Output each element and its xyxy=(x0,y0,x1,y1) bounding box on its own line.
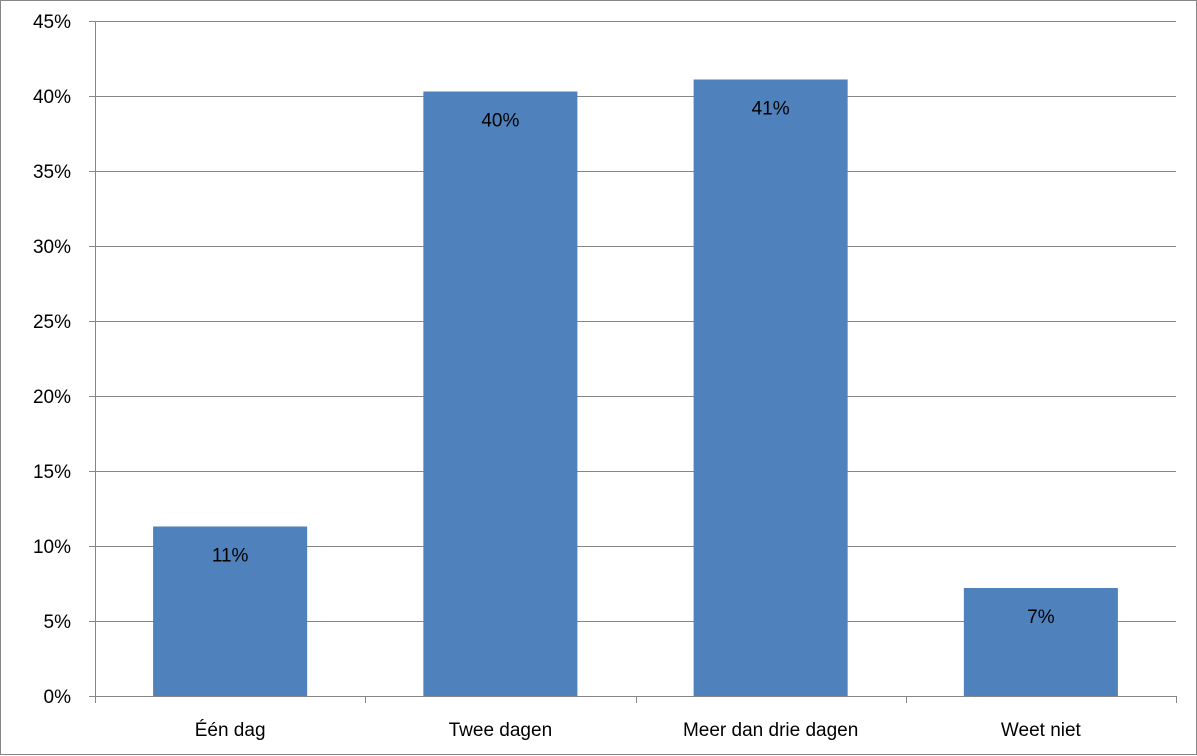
x-category-label: Twee dagen xyxy=(449,720,553,741)
y-tick-label: 20% xyxy=(33,387,71,408)
x-category-label: Één dag xyxy=(195,720,266,741)
y-tick-label: 35% xyxy=(33,162,71,183)
y-tick-label: 10% xyxy=(33,537,71,558)
y-tick-label: 40% xyxy=(33,87,71,108)
y-tick-labels: 0% 5% 10% 15% 20% 25% 30% 35% 40% 45% xyxy=(33,12,71,708)
x-category-label: Meer dan drie dagen xyxy=(683,720,858,741)
y-tick-label: 15% xyxy=(33,462,71,483)
bar xyxy=(963,588,1118,696)
data-label: 41% xyxy=(752,99,790,120)
data-label: 40% xyxy=(481,111,519,132)
y-tick-label: 30% xyxy=(33,237,71,258)
x-category-labels: Één dag Twee dagen Meer dan drie dagen Weet… xyxy=(195,720,1082,741)
y-tick-label: 25% xyxy=(33,312,71,333)
bars xyxy=(153,79,1118,696)
bar xyxy=(423,91,578,696)
data-label: 11% xyxy=(212,546,249,567)
bar xyxy=(153,526,308,696)
axes xyxy=(89,21,1177,703)
y-tick-label: 5% xyxy=(44,612,72,633)
bar xyxy=(693,79,848,696)
x-category-label: Weet niet xyxy=(1001,720,1082,741)
y-tick-label: 45% xyxy=(33,12,71,33)
y-tick-label: 0% xyxy=(44,687,72,708)
data-label: 7% xyxy=(1027,607,1055,628)
data-labels: 11% 40% 41% 7% xyxy=(212,99,1055,629)
